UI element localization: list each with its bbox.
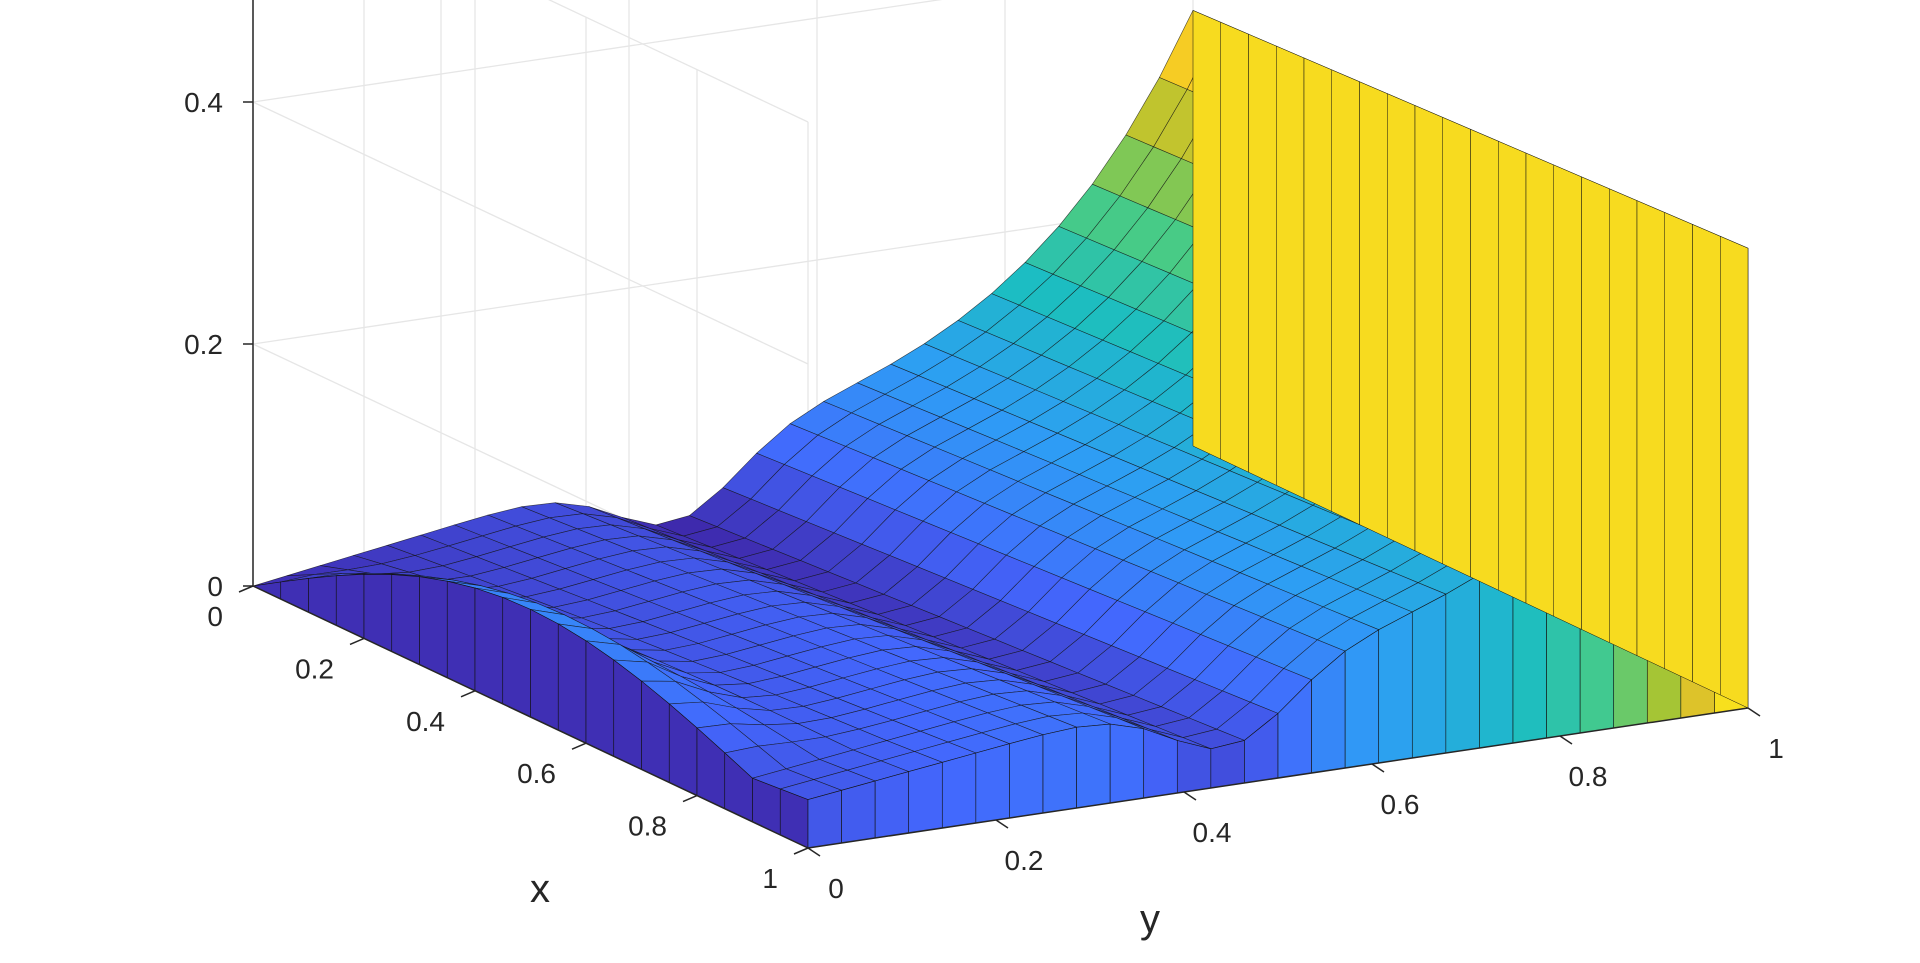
x-axis-line xyxy=(252,585,809,849)
z-tick-label: 0.2 xyxy=(184,329,223,360)
x-tick-label: 0.4 xyxy=(406,706,445,737)
x-axis-label: x xyxy=(530,867,550,911)
side-face-patch xyxy=(391,574,420,666)
side-face-patch xyxy=(446,580,476,692)
front-face-patch xyxy=(1445,574,1480,754)
front-face-patch xyxy=(1109,723,1145,804)
x-tick xyxy=(682,794,698,803)
right-face-patch xyxy=(1442,117,1471,578)
y-axis-label: y xyxy=(1140,897,1160,941)
front-face-patch xyxy=(941,752,977,829)
side-face-patch xyxy=(474,587,504,705)
side-face-patch xyxy=(530,608,559,731)
side-face-patch xyxy=(779,788,809,849)
x-tick-label: 1 xyxy=(762,863,778,894)
right-face-patch xyxy=(1387,93,1416,552)
right-face-patch xyxy=(1359,81,1388,539)
front-face-patch xyxy=(1378,611,1413,764)
right-face-patch xyxy=(1553,164,1582,630)
front-face-patch xyxy=(975,743,1010,824)
y-tick xyxy=(995,819,1009,829)
front-face-patch xyxy=(1143,728,1178,799)
grid-line xyxy=(252,203,1194,345)
front-face-patch xyxy=(1411,593,1447,759)
side-face-patch xyxy=(280,578,309,613)
front-face-patch xyxy=(841,780,876,844)
front-face-patch xyxy=(1076,723,1111,809)
side-face-patch xyxy=(585,640,615,757)
x-tick xyxy=(793,847,809,855)
right-face-patch xyxy=(1692,224,1721,696)
front-face-patch xyxy=(1009,734,1044,819)
right-face-patch xyxy=(1498,140,1527,604)
right-face-patch xyxy=(1581,176,1610,643)
side-face-patch xyxy=(502,596,531,718)
front-face-patch xyxy=(908,761,943,834)
front-face-patch xyxy=(1176,740,1212,794)
front-face-patch xyxy=(1344,629,1380,769)
front-face-patch xyxy=(1210,740,1245,789)
y-tick xyxy=(1559,735,1573,745)
x-tick-label: 0.8 xyxy=(628,811,667,842)
right-face-patch xyxy=(1664,212,1693,683)
side-face-patch xyxy=(557,623,587,744)
right-face-patch xyxy=(1192,10,1221,460)
y-axis-line xyxy=(807,707,1749,849)
x-tick xyxy=(238,585,254,593)
x-tick xyxy=(460,690,476,698)
right-face-patch xyxy=(1331,69,1360,525)
y-tick xyxy=(807,847,821,857)
z-tick-label: 0.4 xyxy=(184,87,223,118)
y-tick-label: 1 xyxy=(1768,733,1784,764)
side-face-patch xyxy=(308,575,337,626)
x-tick-label: 0.2 xyxy=(295,653,334,684)
right-face-patch xyxy=(1248,33,1277,486)
grid-line xyxy=(252,101,809,365)
right-face-patch xyxy=(1720,235,1749,709)
y-tick xyxy=(1183,791,1197,801)
y-tick-label: 0.6 xyxy=(1381,789,1420,820)
y-tick xyxy=(1747,707,1761,717)
grid-line xyxy=(252,0,943,103)
y-tick-label: 0.4 xyxy=(1193,817,1232,848)
grid-line xyxy=(548,0,809,123)
x-tick xyxy=(571,742,587,750)
side-face-patch xyxy=(335,573,365,639)
y-tick-label: 0 xyxy=(828,873,844,904)
right-face-patch xyxy=(1414,105,1443,565)
surface xyxy=(251,10,1749,849)
right-face-patch xyxy=(1609,188,1638,656)
x-tick xyxy=(349,637,365,646)
side-face-patch xyxy=(419,576,448,679)
front-face-patch xyxy=(874,771,910,839)
y-tick-label: 0.8 xyxy=(1569,761,1608,792)
y-tick-label: 0.2 xyxy=(1005,845,1044,876)
right-face-patch xyxy=(1276,45,1305,499)
x-tick-label: 0 xyxy=(207,601,223,632)
front-face-patch xyxy=(807,789,842,849)
x-tick-label: 0.6 xyxy=(517,758,556,789)
y-tick xyxy=(1371,763,1385,773)
right-face-patch xyxy=(1470,128,1499,591)
front-face-patch xyxy=(1042,726,1077,814)
z-tick-label: 0 xyxy=(207,571,223,602)
right-face-patch xyxy=(1636,200,1665,670)
right-face-patch xyxy=(1220,21,1249,473)
right-face-patch xyxy=(1525,152,1554,617)
right-face-patch xyxy=(1303,57,1332,512)
